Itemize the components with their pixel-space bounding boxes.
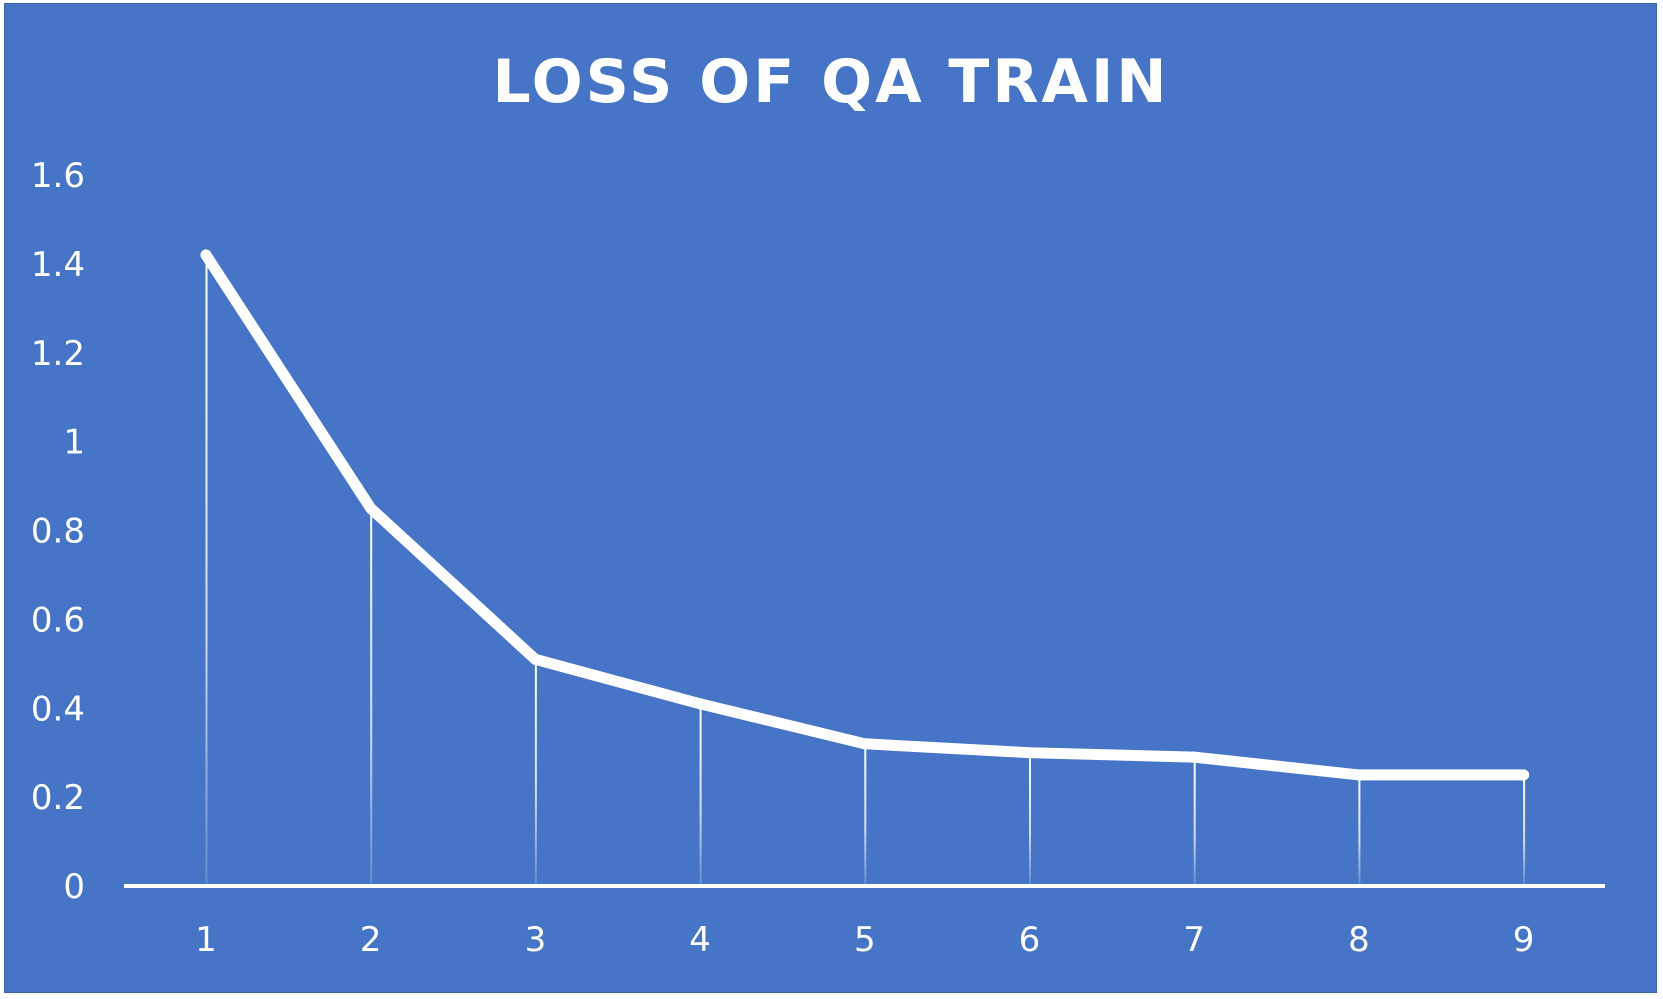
data-point: [1024, 747, 1035, 759]
drop-line: [370, 508, 373, 886]
data-point: [1188, 751, 1200, 763]
x-tick-label: 8: [1348, 920, 1370, 960]
x-tick-label: 7: [1183, 920, 1205, 960]
drop-line: [699, 703, 702, 886]
y-tick-label: 1.6: [31, 156, 85, 196]
data-point: [529, 653, 541, 665]
drop-line: [1029, 752, 1031, 886]
x-tick-label: 4: [689, 920, 711, 960]
x-tick-label: 1: [195, 920, 217, 960]
y-tick-label: 0.2: [31, 778, 85, 818]
y-tick-label: 0.6: [31, 600, 85, 640]
x-axis-ticks: 1 2 3 4 5 6 7 8 9: [195, 920, 1534, 960]
drop-line: [205, 254, 208, 887]
y-tick-label: 1: [63, 423, 85, 463]
series-group: [200, 249, 1530, 781]
data-point: [859, 738, 871, 750]
drop-lines: [205, 254, 1526, 887]
drop-line: [1523, 774, 1526, 886]
x-tick-label: 5: [854, 920, 876, 960]
data-point: [1353, 769, 1365, 781]
series-line: [200, 249, 1530, 781]
chart-title: LOSS OF QA TRAIN: [492, 47, 1169, 117]
x-tick-label: 6: [1019, 920, 1041, 960]
data-point: [200, 249, 212, 261]
drop-line: [1193, 757, 1196, 886]
x-tick-label: 3: [525, 920, 547, 960]
drop-line: [1358, 774, 1361, 886]
data-point: [1518, 769, 1530, 781]
drop-line: [864, 743, 867, 886]
y-tick-label: 0: [63, 867, 85, 907]
y-tick-label: 0.8: [31, 512, 85, 552]
drop-line: [534, 659, 537, 886]
data-point: [694, 698, 706, 710]
y-tick-label: 0.4: [31, 689, 85, 729]
y-tick-label: 1.4: [31, 245, 85, 285]
y-tick-label: 1.2: [31, 334, 85, 374]
data-point: [365, 502, 377, 514]
chart-background: [4, 3, 1657, 993]
x-tick-label: 9: [1513, 920, 1535, 960]
x-tick-label: 2: [360, 920, 382, 960]
y-axis-ticks: 0 0.2 0.4 0.6 0.8 1 1.2 1.4 1.6: [31, 156, 85, 907]
